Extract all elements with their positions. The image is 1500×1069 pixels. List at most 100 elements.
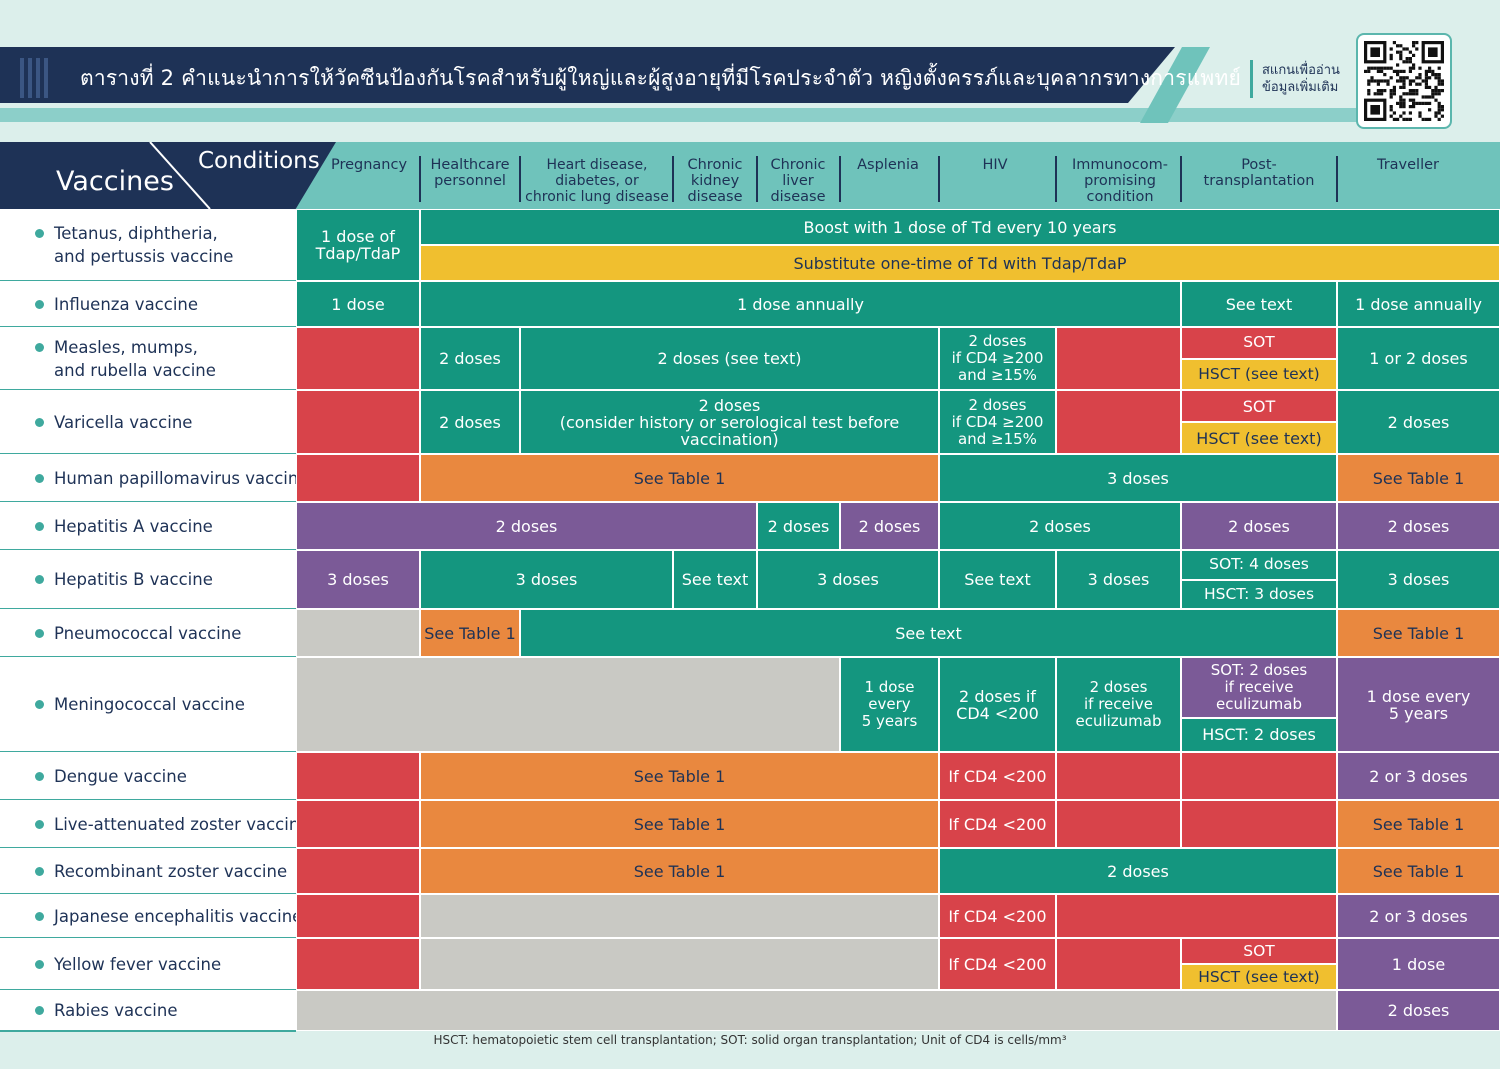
qr-module — [1370, 76, 1374, 80]
qr-module — [1376, 66, 1380, 70]
qr-module — [1399, 98, 1403, 102]
cell-mmr-5: SOT — [1181, 327, 1337, 359]
qr-module — [1408, 66, 1412, 70]
cell-mening-2: 2 doses if CD4 <200 — [939, 657, 1056, 752]
cell-hepb-3: 3 doses — [757, 550, 939, 609]
column-separator — [1055, 156, 1057, 202]
qr-module — [1437, 108, 1441, 112]
qr-module — [1434, 92, 1438, 96]
qr-module — [1405, 117, 1409, 121]
row-label-cell — [0, 327, 296, 390]
qr-module — [1412, 98, 1416, 102]
conditions-label: Conditions — [198, 148, 320, 174]
qr-module — [1424, 79, 1428, 83]
qr-module — [1408, 98, 1412, 102]
cell-hepb-0: 3 doses — [296, 550, 420, 609]
qr-module — [1431, 95, 1435, 99]
cell-dengue-3 — [1056, 752, 1181, 800]
qr-module — [1412, 105, 1416, 109]
qr-module — [1408, 89, 1412, 93]
conditions-header-band — [296, 142, 1500, 209]
cell-zoster-live-0 — [296, 800, 420, 848]
qr-module — [1412, 89, 1416, 93]
qr-module — [1428, 47, 1438, 57]
row-label-cell — [0, 848, 296, 894]
column-separator — [419, 156, 421, 202]
qr-module — [1392, 69, 1396, 73]
qr-module — [1424, 69, 1428, 73]
qr-module — [1364, 69, 1368, 73]
cell-zoster-live-2: If CD4 <200 — [939, 800, 1056, 848]
cell-mening-4: SOT: 2 doses if receive eculizumab — [1181, 657, 1337, 718]
qr-code-icon[interactable] — [1356, 33, 1452, 129]
qr-module — [1424, 85, 1428, 89]
qr-module — [1380, 69, 1384, 73]
qr-module — [1428, 85, 1432, 89]
qr-module — [1415, 89, 1419, 93]
qr-module — [1402, 117, 1406, 121]
title-underline-strip — [0, 108, 1370, 122]
cell-tdap-2: Substitute one-time of Td with Tdap/TdaP — [420, 245, 1500, 281]
cell-hepb-7: HSCT: 3 doses — [1181, 579, 1337, 609]
row-label-cell — [0, 502, 296, 550]
column-header-traveller: Traveller — [1376, 157, 1439, 173]
cell-varicella-0 — [296, 390, 420, 454]
page-title: ตารางที่ 2 คำแนะนำการให้วัคซีนป้องกันโรค… — [80, 66, 1242, 90]
cell-hepb-6: SOT: 4 doses — [1181, 550, 1337, 580]
bullet-icon — [35, 959, 44, 969]
column-header-hiv: HIV — [982, 157, 1008, 173]
cell-mmr-6: HSCT (see text) — [1181, 358, 1337, 390]
vaccine-name-hpv: Human papillomavirus vaccine — [54, 468, 309, 488]
qr-module — [1415, 47, 1419, 51]
qr-module — [1396, 63, 1400, 67]
qr-module — [1431, 69, 1435, 73]
column-separator — [756, 156, 758, 202]
qr-module — [1437, 73, 1441, 77]
row-label-cell — [0, 281, 296, 327]
bullet-icon — [35, 473, 44, 483]
column-separator — [938, 156, 940, 202]
qr-module — [1428, 66, 1432, 70]
cell-mmr-3: 2 doses if CD4 ≥200 and ≥15% — [939, 327, 1056, 390]
qr-module — [1412, 41, 1416, 45]
qr-module — [1383, 79, 1387, 83]
qr-module — [1396, 79, 1400, 83]
qr-module — [1367, 79, 1371, 83]
vaccine-name-varicella: Varicella vaccine — [54, 412, 193, 432]
qr-module — [1415, 92, 1419, 96]
qr-module — [1380, 66, 1384, 70]
row-divider — [0, 1030, 296, 1032]
qr-module — [1399, 85, 1403, 89]
cell-hepb-4: See text — [939, 550, 1056, 609]
vaccine-name-hepa: Hepatitis A vaccine — [54, 516, 213, 536]
qr-module — [1408, 105, 1412, 109]
qr-module — [1370, 79, 1374, 83]
qr-label-line1: สแกนเพื่ออ่าน — [1262, 63, 1340, 78]
qr-module — [1415, 82, 1419, 86]
cell-dengue-4 — [1181, 752, 1337, 800]
bullet-icon — [35, 911, 44, 921]
cell-hepb-5: 3 doses — [1056, 550, 1181, 609]
qr-module — [1389, 92, 1393, 96]
qr-module — [1415, 76, 1419, 80]
qr-module — [1376, 79, 1380, 83]
qr-module — [1402, 92, 1406, 96]
qr-module — [1389, 105, 1393, 109]
column-header-liver: Chronic liver disease — [770, 157, 826, 205]
column-header-healthcare: Healthcare personnel — [430, 157, 510, 189]
qr-module — [1396, 69, 1400, 73]
qr-module — [1437, 76, 1441, 80]
cell-influenza-1: 1 dose annually — [420, 281, 1181, 327]
cell-hpv-3: See Table 1 — [1337, 454, 1500, 502]
row-label-cell — [0, 454, 296, 502]
cell-mmr-7: 1 or 2 doses — [1337, 327, 1500, 390]
cell-hepa-4: 2 doses — [1181, 502, 1337, 550]
qr-module — [1402, 69, 1406, 73]
qr-module — [1412, 79, 1416, 83]
qr-module — [1380, 79, 1384, 83]
qr-module — [1399, 44, 1403, 48]
cell-je-0 — [296, 894, 420, 938]
bullet-icon — [35, 299, 44, 309]
qr-module — [1434, 111, 1438, 115]
cell-zoster-live-3 — [1056, 800, 1181, 848]
